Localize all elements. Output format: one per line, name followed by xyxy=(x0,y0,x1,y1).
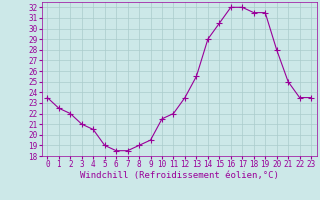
X-axis label: Windchill (Refroidissement éolien,°C): Windchill (Refroidissement éolien,°C) xyxy=(80,171,279,180)
